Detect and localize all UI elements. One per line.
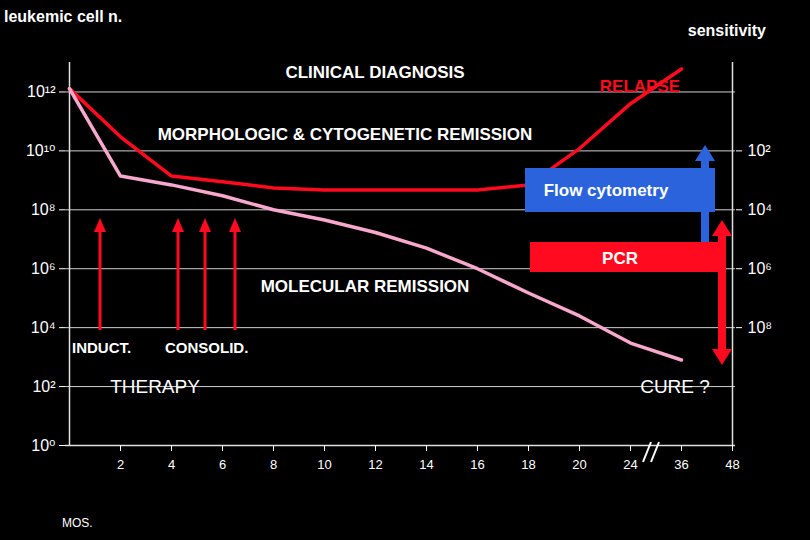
svg-text:10¹⁰: 10¹⁰ (26, 142, 56, 159)
svg-text:48: 48 (725, 457, 739, 472)
svg-text:2: 2 (117, 457, 124, 472)
svg-text:10¹²: 10¹² (27, 83, 56, 100)
svg-text:leukemic cell n.: leukemic cell n. (4, 8, 122, 25)
svg-text:12: 12 (368, 457, 382, 472)
svg-text:24: 24 (623, 457, 637, 472)
svg-text:INDUCT.: INDUCT. (72, 339, 131, 356)
svg-text:10⁸: 10⁸ (748, 319, 773, 336)
svg-text:16: 16 (470, 457, 484, 472)
svg-text:18: 18 (521, 457, 535, 472)
svg-text:10⁶: 10⁶ (31, 260, 55, 277)
svg-text:10: 10 (317, 457, 331, 472)
svg-text:CURE ?: CURE ? (640, 376, 710, 397)
svg-text:20: 20 (572, 457, 586, 472)
svg-text:PCR: PCR (602, 249, 638, 268)
svg-text:MOS.: MOS. (62, 516, 93, 530)
svg-text:14: 14 (419, 457, 433, 472)
svg-text:10²: 10² (748, 142, 772, 159)
svg-text:4: 4 (168, 457, 175, 472)
svg-text:10⁴: 10⁴ (31, 319, 56, 336)
svg-text:THERAPY: THERAPY (110, 376, 200, 397)
svg-text:RELAPSE: RELAPSE (600, 77, 680, 96)
svg-text:MOLECULAR REMISSION: MOLECULAR REMISSION (261, 277, 470, 296)
svg-text:CLINICAL DIAGNOSIS: CLINICAL DIAGNOSIS (285, 63, 464, 82)
svg-text:8: 8 (270, 457, 277, 472)
svg-text:sensitivity: sensitivity (688, 22, 766, 39)
svg-text:CONSOLID.: CONSOLID. (165, 339, 248, 356)
svg-text:10⁰: 10⁰ (31, 437, 55, 454)
svg-text:36: 36 (674, 457, 688, 472)
svg-text:Flow cytometry: Flow cytometry (544, 181, 669, 200)
svg-text:10⁶: 10⁶ (748, 260, 772, 277)
svg-text:6: 6 (219, 457, 226, 472)
svg-text:MORPHOLOGIC & CYTOGENETIC REMI: MORPHOLOGIC & CYTOGENETIC REMISSION (158, 125, 533, 144)
svg-text:10²: 10² (32, 378, 56, 395)
svg-text:10⁴: 10⁴ (748, 201, 773, 218)
svg-text:10⁸: 10⁸ (31, 201, 56, 218)
